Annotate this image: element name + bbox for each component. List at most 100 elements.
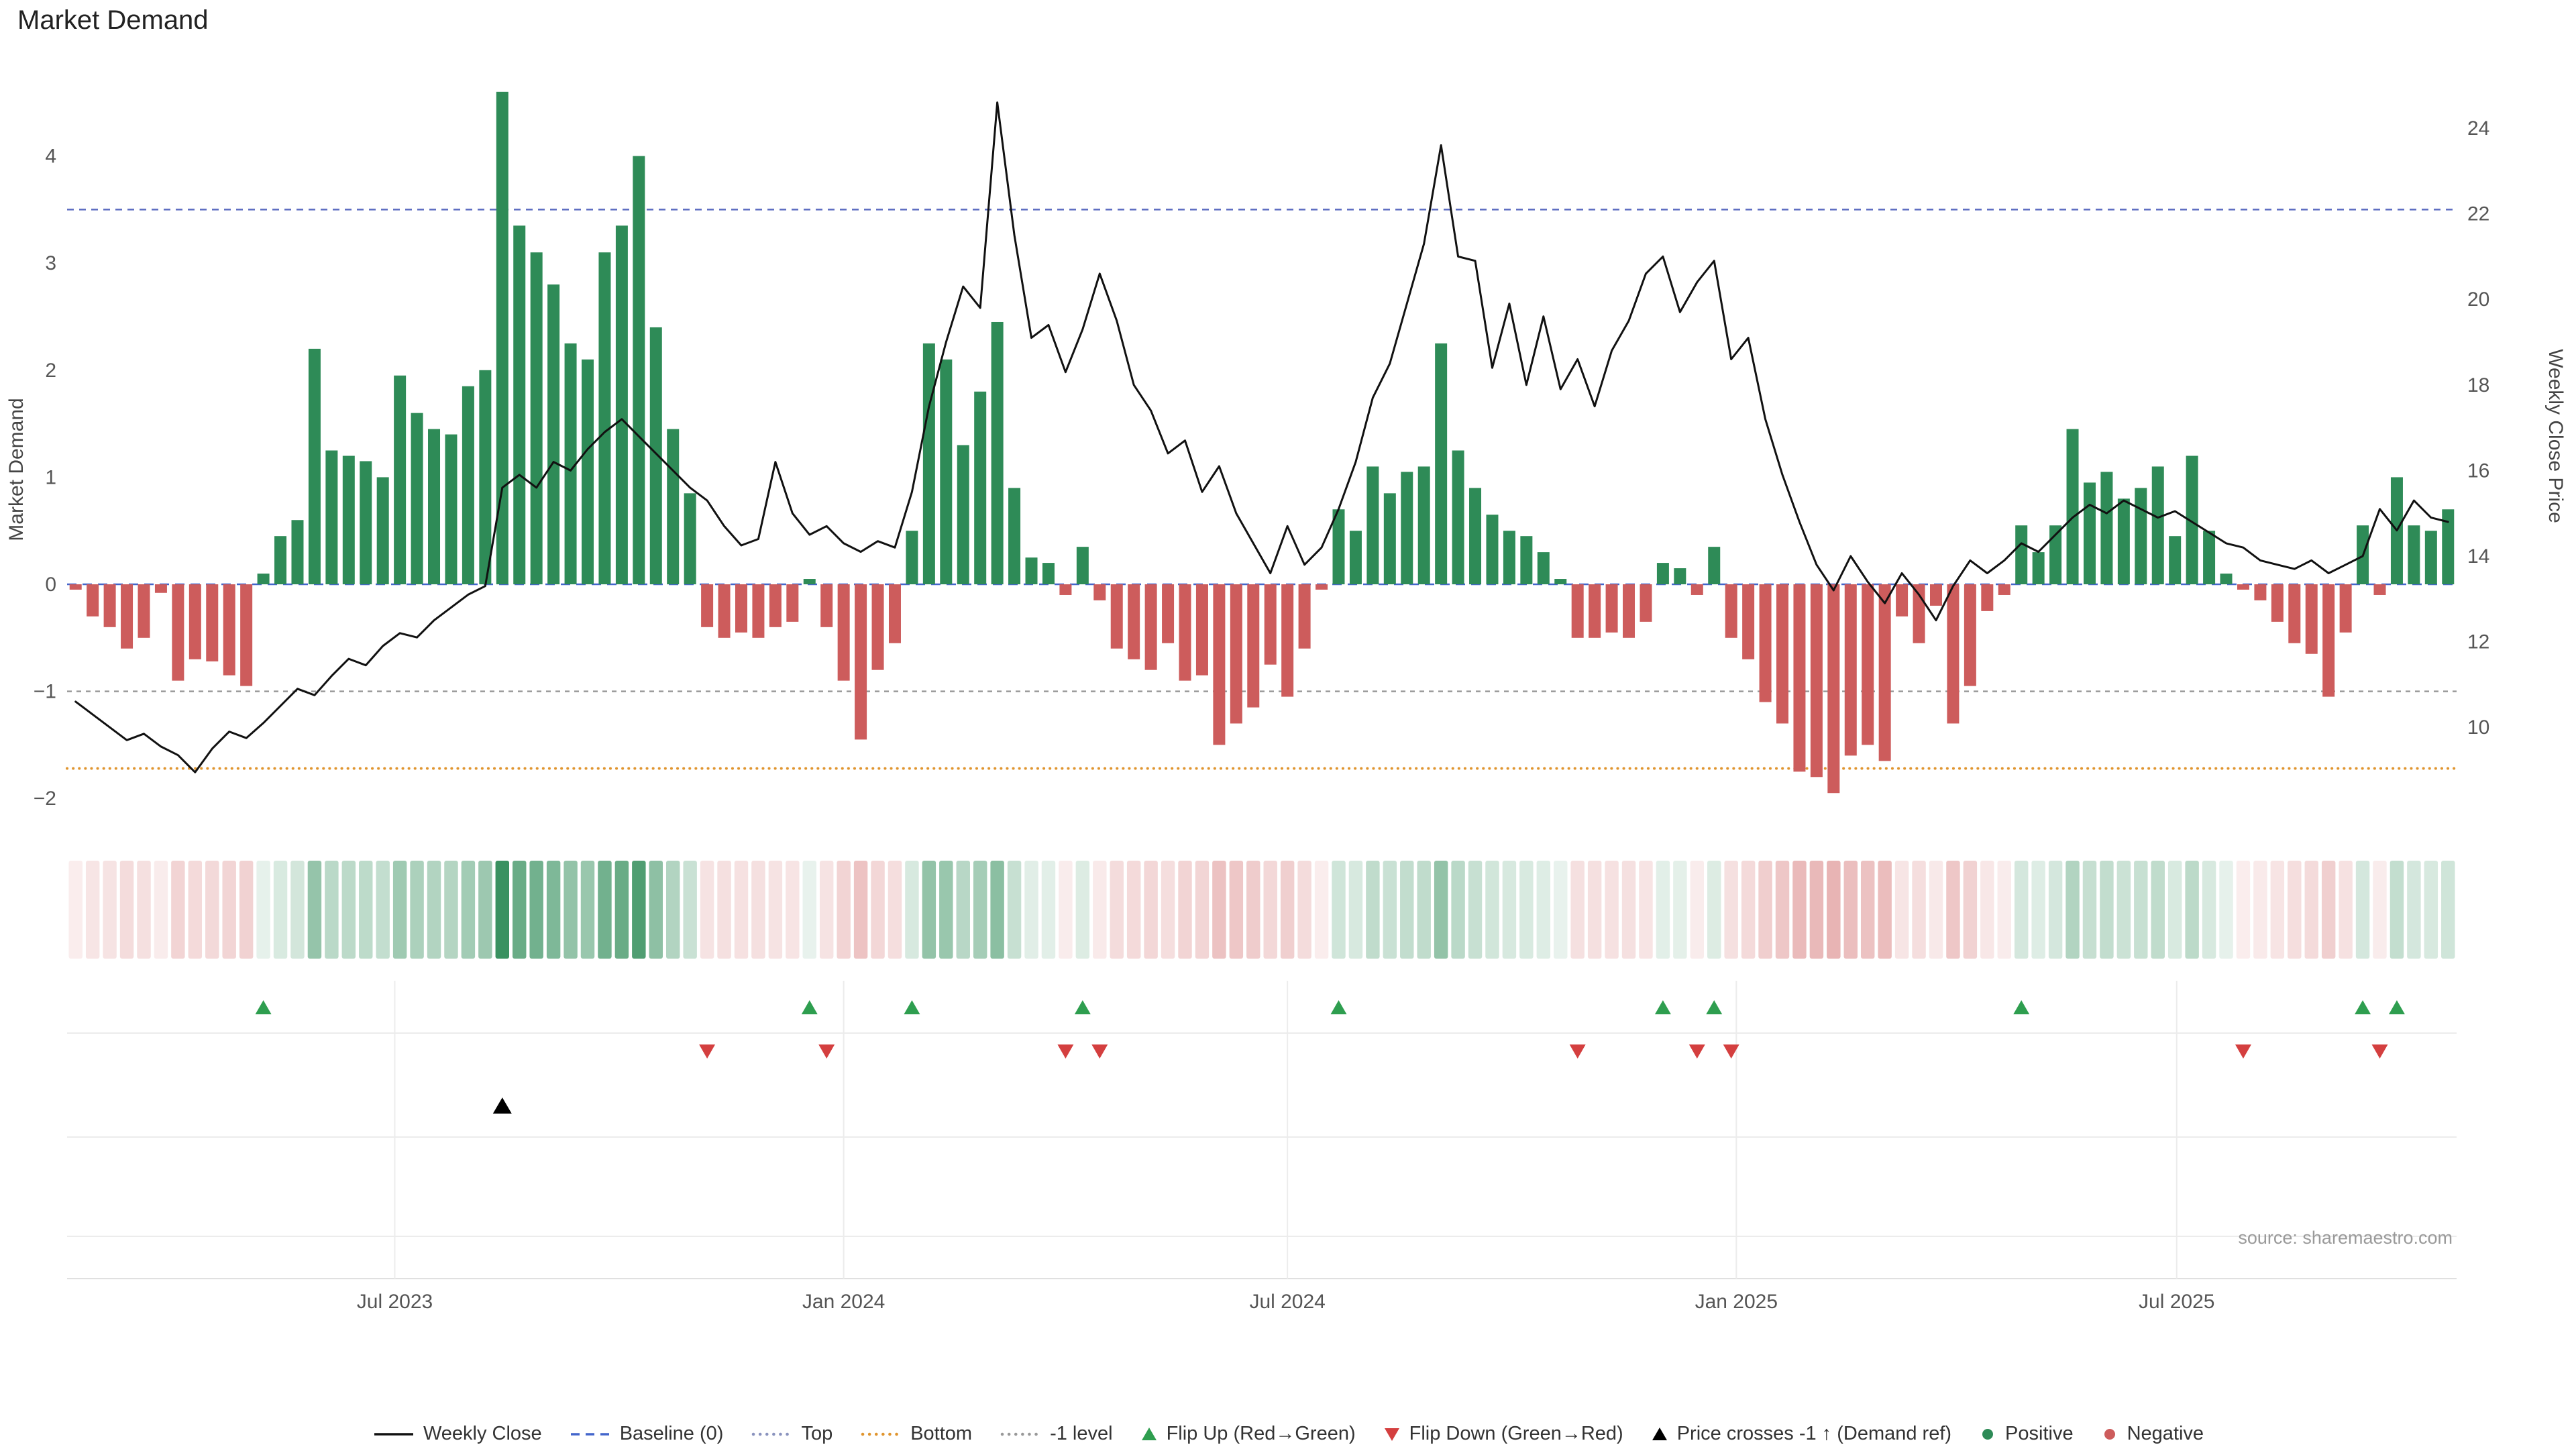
demand-bar [1742, 584, 1755, 659]
heatmap-cell [768, 861, 783, 959]
triangle-up-icon [1652, 1427, 1667, 1440]
heatmap-cell [1997, 861, 2011, 959]
heatmap-cell [922, 861, 936, 959]
heatmap-cell [1792, 861, 1807, 959]
dot-icon [1982, 1428, 1994, 1440]
heatmap-cell [239, 861, 254, 959]
demand-bar [735, 584, 747, 633]
heatmap-cell [905, 861, 919, 959]
heatmap-cell [137, 861, 151, 959]
demand-bar [1230, 584, 1242, 724]
flip-up-marker [1330, 1000, 1347, 1014]
demand-bar [223, 584, 235, 676]
demand-bar [1690, 584, 1703, 595]
demand-bar [582, 359, 594, 584]
heatmap-cell [1451, 861, 1465, 959]
demand-bar [445, 434, 458, 584]
demand-bar [2408, 525, 2420, 584]
heatmap-cell [1366, 861, 1380, 959]
demand-axis-tick-label: 2 [45, 360, 56, 382]
heatmap-cell [1263, 861, 1277, 959]
heatmap-cell [188, 861, 203, 959]
heatmap-cell [495, 861, 510, 959]
heatmap-cell [853, 861, 868, 959]
demand-bar [428, 429, 441, 584]
triangle-down-icon [1384, 1428, 1399, 1441]
heatmap-cell [1212, 861, 1226, 959]
heatmap-cell [444, 861, 458, 959]
heatmap-cell [1314, 861, 1329, 959]
heatmap-cell [2065, 861, 2080, 959]
heatmap-cell [1178, 861, 1192, 959]
demand-bar [2254, 584, 2267, 600]
demand-bar [718, 584, 731, 638]
heatmap-cell [359, 861, 373, 959]
legend-item: Positive [1978, 1423, 2074, 1445]
flip-up-marker [255, 1000, 272, 1014]
demand-bar [1862, 584, 1874, 745]
demand-bar [2339, 584, 2352, 633]
demand-axis-tick-label: −2 [34, 788, 56, 810]
heatmap-cell [888, 861, 902, 959]
x-axis-tick-label: Jan 2024 [802, 1291, 885, 1313]
demand-bar [2066, 429, 2079, 584]
demand-bar [1435, 343, 1448, 584]
heatmap-cell [2288, 861, 2302, 959]
heatmap-cell [171, 861, 185, 959]
demand-bar [1708, 547, 1721, 584]
heatmap-cell [2116, 861, 2131, 959]
heatmap-cell [2031, 861, 2045, 959]
legend-item-label: Flip Down (Green→Red) [1409, 1423, 1623, 1444]
heatmap-cell [1093, 861, 1107, 959]
heatmap-cell [837, 861, 851, 959]
heatmap-cell [1741, 861, 1756, 959]
heatmap-cell [1861, 861, 1875, 959]
flip-down-marker [1091, 1044, 1108, 1059]
price-axis-tick-label: 12 [2467, 631, 2489, 653]
demand-bar [2169, 536, 2182, 584]
legend-item-label: Top [801, 1423, 833, 1444]
flip-down-marker [818, 1044, 835, 1059]
demand-bar [274, 536, 287, 584]
heatmap-cell [513, 861, 527, 959]
demand-axis-tick-label: 3 [45, 252, 56, 274]
legend-item-label: Negative [2127, 1423, 2204, 1444]
demand-bar [1623, 584, 1635, 638]
demand-bar [2424, 531, 2437, 584]
heatmap-cell [273, 861, 288, 959]
heatmap-cell [1246, 861, 1260, 959]
flip-up-marker [904, 1000, 920, 1014]
heatmap-cell [1690, 861, 1705, 959]
heatmap-cell [2219, 861, 2233, 959]
flip-down-marker [2371, 1044, 2388, 1059]
triangle-up-icon [1141, 1427, 1157, 1440]
price-cross-marker [492, 1097, 512, 1114]
flip-down-marker [1723, 1044, 1739, 1059]
demand-bar [1793, 584, 1806, 772]
demand-axis-tick-label: −1 [34, 681, 56, 703]
flip-up-marker [1654, 1000, 1671, 1014]
heatmap-cell [2339, 861, 2353, 959]
demand-bar [855, 584, 867, 740]
demand-bar [2135, 488, 2147, 584]
heatmap-cell [1468, 861, 1483, 959]
heatmap-cell [1332, 861, 1346, 959]
demand-bar [888, 584, 901, 643]
demand-bar [1896, 584, 1909, 616]
heatmap-cell [683, 861, 697, 959]
heatmap-cell [2270, 861, 2285, 959]
demand-bar [103, 584, 116, 627]
legend-item-label: Positive [2005, 1423, 2074, 1444]
heatmap-cell [1161, 861, 1175, 959]
demand-bar [957, 445, 969, 584]
heatmap-cell [154, 861, 168, 959]
demand-bar [394, 375, 407, 584]
demand-bar [1059, 584, 1072, 595]
price-axis-tick-label: 18 [2467, 374, 2489, 396]
demand-bar [1981, 584, 1994, 611]
x-axis-tick-label: Jul 2024 [1249, 1291, 1325, 1313]
heatmap-cell [973, 861, 987, 959]
demand-bar [1503, 531, 1515, 584]
heatmap-cell [1656, 861, 1670, 959]
demand-bar [752, 584, 765, 638]
